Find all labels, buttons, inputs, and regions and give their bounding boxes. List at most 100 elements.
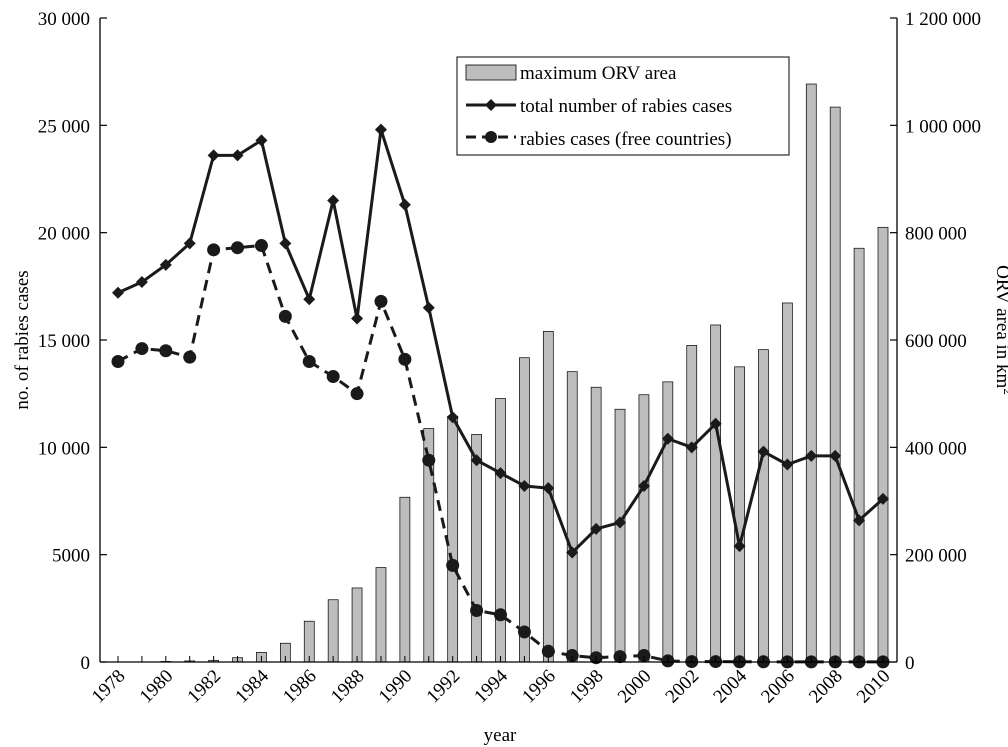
x-tick-label-2002: 2002 — [662, 666, 704, 708]
total-cases-marker-1999 — [614, 516, 627, 529]
free-countries-cases-marker-1986 — [302, 354, 316, 368]
legend-label-total: total number of rabies cases — [520, 96, 732, 117]
orv-area-bar-2006 — [782, 302, 793, 663]
free-countries-cases-marker-1982 — [207, 243, 221, 257]
y-axis-label-left: no. of rabies cases — [12, 270, 33, 409]
orv-area-bar-1989 — [375, 567, 387, 663]
total-cases-marker-1996 — [542, 482, 555, 495]
y-axis-label-right-text: ORV area in km — [992, 265, 1008, 388]
total-cases-marker-1979 — [135, 276, 148, 289]
legend-swatch-total-marker — [485, 99, 497, 111]
total-cases-marker-2001 — [661, 432, 674, 445]
legend: maximum ORV area total number of rabies … — [456, 56, 790, 156]
total-cases-marker-1991 — [422, 301, 435, 314]
orv-area-bar-2005 — [758, 349, 769, 663]
x-tick-label-1988: 1988 — [327, 666, 369, 708]
legend-swatch-free-marker — [485, 131, 497, 143]
free-countries-cases-marker-1993 — [470, 603, 484, 617]
total-cases-marker-1986 — [303, 293, 316, 306]
total-cases-marker-1998 — [590, 522, 603, 535]
orv-area-bar-1992 — [447, 415, 459, 663]
orv-area-bar-2008 — [829, 106, 841, 663]
total-cases-marker-1983 — [231, 149, 244, 162]
x-tick-label-1984: 1984 — [231, 665, 273, 707]
free-countries-cases-marker-1992 — [446, 558, 460, 572]
y-axis-label-right-sup: 2 — [1001, 388, 1008, 395]
orv-area-bar-2002 — [686, 345, 698, 663]
free-countries-cases-marker-1981 — [183, 350, 197, 364]
y-left-tick-label-0: 0 — [81, 653, 91, 674]
orv-area-bar-1990 — [399, 496, 411, 663]
x-tick-label-2008: 2008 — [805, 666, 847, 708]
orv-area-bar-1995 — [519, 357, 530, 663]
total-cases-marker-1995 — [518, 479, 531, 492]
x-tick-label-1980: 1980 — [136, 666, 178, 708]
total-cases-marker-1994 — [494, 467, 507, 480]
orv-area-bar-2009 — [853, 247, 865, 663]
orv-area-bar-1988 — [351, 587, 363, 663]
y-axis-label-right: ORV area in km2 — [992, 265, 1008, 395]
x-axis-label: year — [484, 725, 517, 746]
free-countries-cases-marker-1978 — [111, 354, 125, 368]
x-tick-label-1998: 1998 — [566, 666, 608, 708]
total-cases-marker-2008 — [829, 449, 842, 462]
y-left-tick-label-1: 5000 — [52, 546, 90, 567]
total-cases-marker-1992 — [446, 411, 459, 424]
total-cases-marker-1978 — [112, 286, 124, 299]
y-left-tick-label-4: 20 000 — [38, 224, 90, 245]
free-countries-cases-marker-1988 — [350, 387, 364, 401]
free-countries-cases-marker-1997 — [565, 649, 579, 663]
y-right-tick-label-0: 0 — [905, 653, 915, 674]
total-cases-marker-2010 — [877, 492, 889, 505]
y-left-tick-label-2: 10 000 — [38, 438, 90, 459]
total-cases-marker-2007 — [805, 449, 818, 462]
orv-area-bar-2000 — [638, 394, 650, 663]
orv-area-bar-1986 — [303, 620, 315, 663]
total-cases-marker-1984 — [255, 134, 268, 147]
total-cases-marker-1980 — [159, 258, 172, 271]
x-tick-label-2000: 2000 — [614, 666, 656, 708]
free-countries-cases-marker-1994 — [494, 608, 507, 622]
x-tick-label-1982: 1982 — [183, 666, 225, 708]
orv-area-bar-1993 — [471, 434, 482, 663]
x-tick-label-2010: 2010 — [853, 666, 895, 708]
total-cases-marker-1985 — [279, 237, 292, 250]
orv-area-bar-2010 — [877, 226, 889, 663]
orv-area-bar-2004 — [734, 366, 745, 663]
y-right-tick-label-6: 1 200 000 — [905, 9, 981, 30]
total-cases-marker-2004 — [733, 540, 746, 553]
y-right-tick-label-5: 1 000 000 — [905, 116, 981, 137]
legend-swatch-bar — [465, 64, 517, 81]
y-left-tick-label-6: 30 000 — [38, 9, 90, 30]
y-right-tick-label-4: 800 000 — [905, 224, 967, 245]
free-countries-cases-marker-1987 — [326, 369, 340, 383]
total-cases-marker-1990 — [398, 198, 411, 211]
x-tick-label-2006: 2006 — [757, 666, 799, 708]
free-countries-cases-marker-1995 — [517, 625, 531, 639]
total-cases-marker-1997 — [566, 546, 579, 559]
free-countries-cases-marker-1984 — [254, 239, 268, 253]
free-countries-cases-marker-2000 — [637, 649, 651, 663]
total-cases-marker-1989 — [374, 123, 387, 136]
free-countries-cases-marker-1985 — [278, 309, 292, 323]
total-cases-marker-1982 — [207, 149, 220, 162]
x-tick-label-2004: 2004 — [709, 665, 751, 707]
orv-area-bar-2001 — [662, 381, 674, 663]
free-countries-cases-marker-1990 — [398, 352, 412, 366]
free-countries-cases-marker-1979 — [135, 342, 149, 356]
y-right-tick-label-2: 400 000 — [905, 438, 967, 459]
lines-layer — [111, 123, 890, 669]
legend-label-orv: maximum ORV area — [520, 63, 677, 84]
y-left-tick-label-3: 15 000 — [38, 331, 90, 352]
free-countries-cases-marker-1991 — [422, 453, 436, 467]
y-right-tick-label-3: 600 000 — [905, 331, 967, 352]
total-cases-marker-1981 — [183, 237, 196, 250]
x-tick-label-1994: 1994 — [470, 665, 512, 707]
total-cases-marker-1987 — [327, 194, 340, 207]
x-tick-label-1990: 1990 — [375, 666, 417, 708]
free-countries-cases-marker-1989 — [374, 294, 388, 308]
total-cases-marker-2000 — [637, 479, 650, 492]
x-tick-label-1986: 1986 — [279, 666, 321, 708]
